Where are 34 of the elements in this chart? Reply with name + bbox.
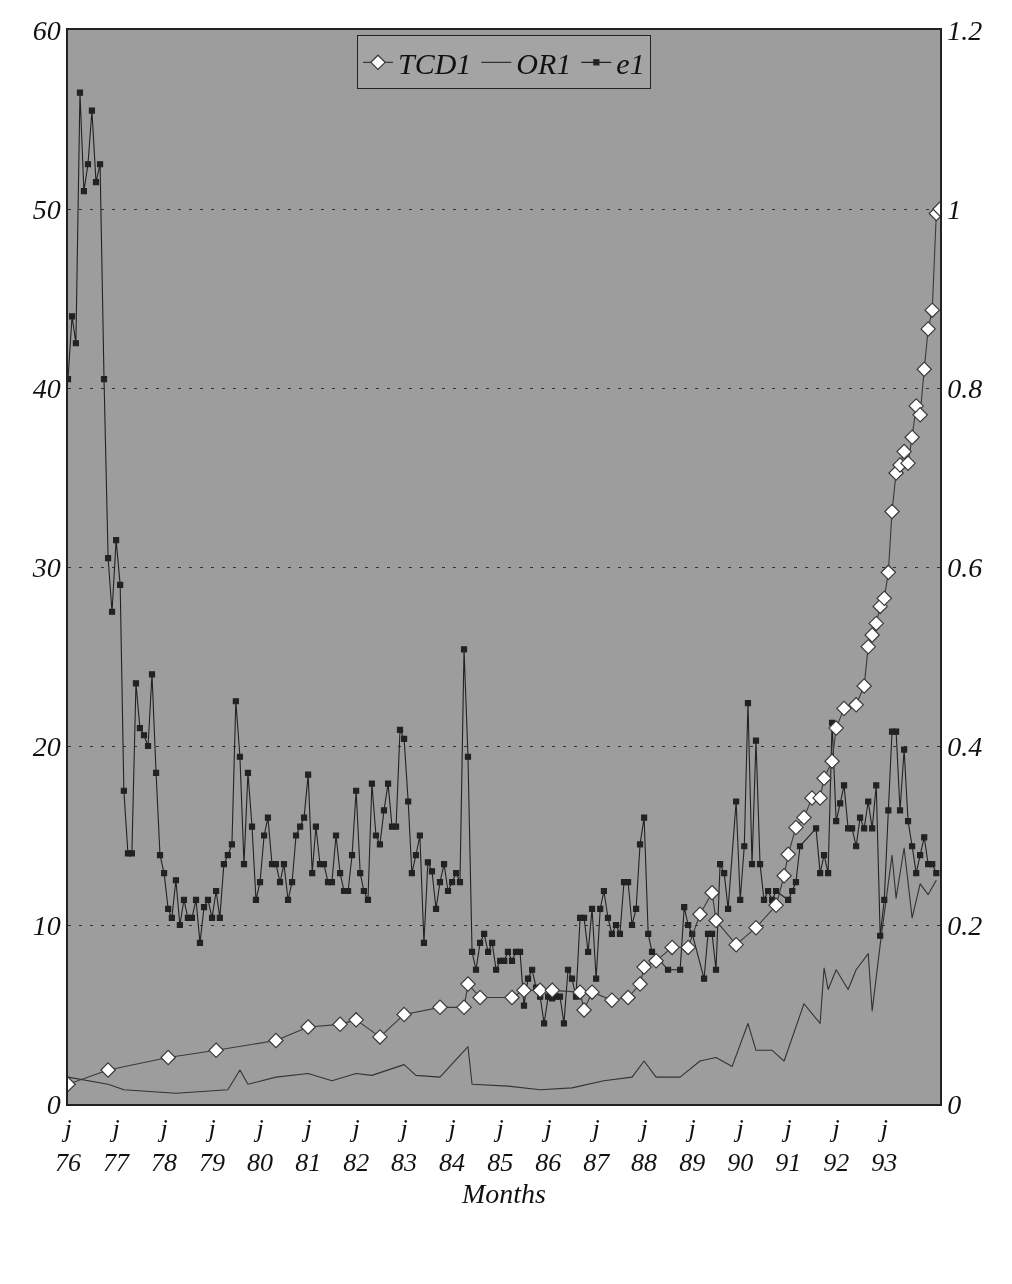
x-tick-label: j 85: [487, 1113, 514, 1177]
x-tick-label: j 84: [439, 1113, 466, 1177]
y-tick-label: 10: [32, 909, 61, 941]
y-tick-label: 50: [32, 193, 61, 225]
x-tick-label: j 91: [775, 1113, 802, 1177]
x-tick-label: j 86: [535, 1113, 562, 1177]
y-tick-label: 20: [32, 730, 61, 762]
legend-label: e1: [616, 47, 645, 81]
x-tick-label: j 89: [679, 1113, 706, 1177]
x-tick-label: j 81: [295, 1113, 322, 1177]
y-tick-label: 40: [32, 372, 61, 404]
y-tick-label: 60: [32, 14, 61, 46]
x-tick-label: j 79: [199, 1113, 226, 1177]
y2-tick-label: 0.6: [947, 551, 983, 583]
x-tick-label: j 88: [631, 1113, 658, 1177]
x-tick-label: j 93: [871, 1113, 898, 1177]
x-tick-label: j 80: [247, 1113, 274, 1177]
y2-tick-label: 0.2: [947, 909, 983, 941]
y2-tick-label: 0.8: [947, 372, 983, 404]
x-tick-label: j 82: [343, 1113, 370, 1177]
legend-label: OR1: [516, 47, 572, 81]
x-tick-label: j 92: [823, 1113, 850, 1177]
y2-tick-label: 1: [947, 193, 962, 225]
x-tick-label: j 90: [727, 1113, 754, 1177]
legend-label: TCD1: [398, 47, 472, 81]
y-tick-label: 30: [31, 551, 61, 583]
x-tick-label: j 83: [391, 1113, 418, 1177]
x-tick-label: j 77: [103, 1113, 131, 1177]
x-tick-label: j 78: [151, 1113, 178, 1177]
y2-tick-label: 0: [947, 1088, 962, 1120]
x-axis-title: Months: [461, 1178, 547, 1210]
y2-tick-label: 1.2: [947, 14, 983, 46]
y2-tick-label: 0.4: [947, 730, 983, 762]
x-tick-label: j 87: [583, 1113, 611, 1177]
